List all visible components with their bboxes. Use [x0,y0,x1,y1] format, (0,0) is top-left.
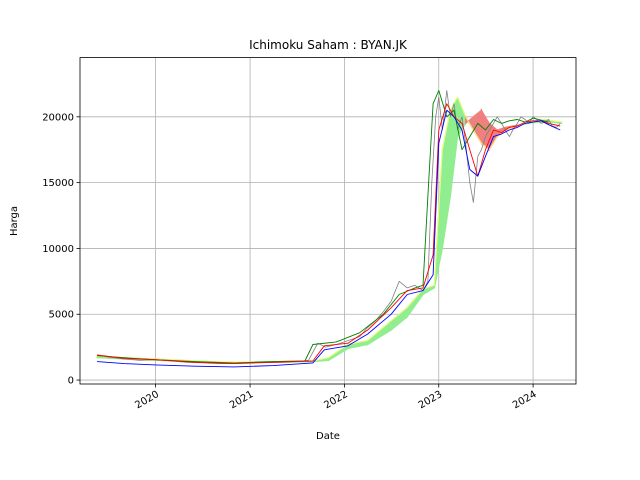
series-line-kijun [97,109,561,368]
y-axis-label: Harga [9,206,20,236]
series-line-tenkan [97,103,561,365]
grid-layer [80,57,576,384]
line-layer [97,90,562,368]
y-tick-label: 20000 [42,112,74,123]
y-tick-label: 5000 [49,310,74,321]
y-tick-label: 0 [68,376,74,387]
x-axis-label: Date [316,431,340,442]
y-tick-label: 15000 [42,178,74,189]
series-line-chikou [97,90,549,364]
y-tick-label: 10000 [42,244,74,255]
chart-title: Ichimoku Saham : BYAN.JK [249,38,408,52]
plot-frame [79,57,577,385]
